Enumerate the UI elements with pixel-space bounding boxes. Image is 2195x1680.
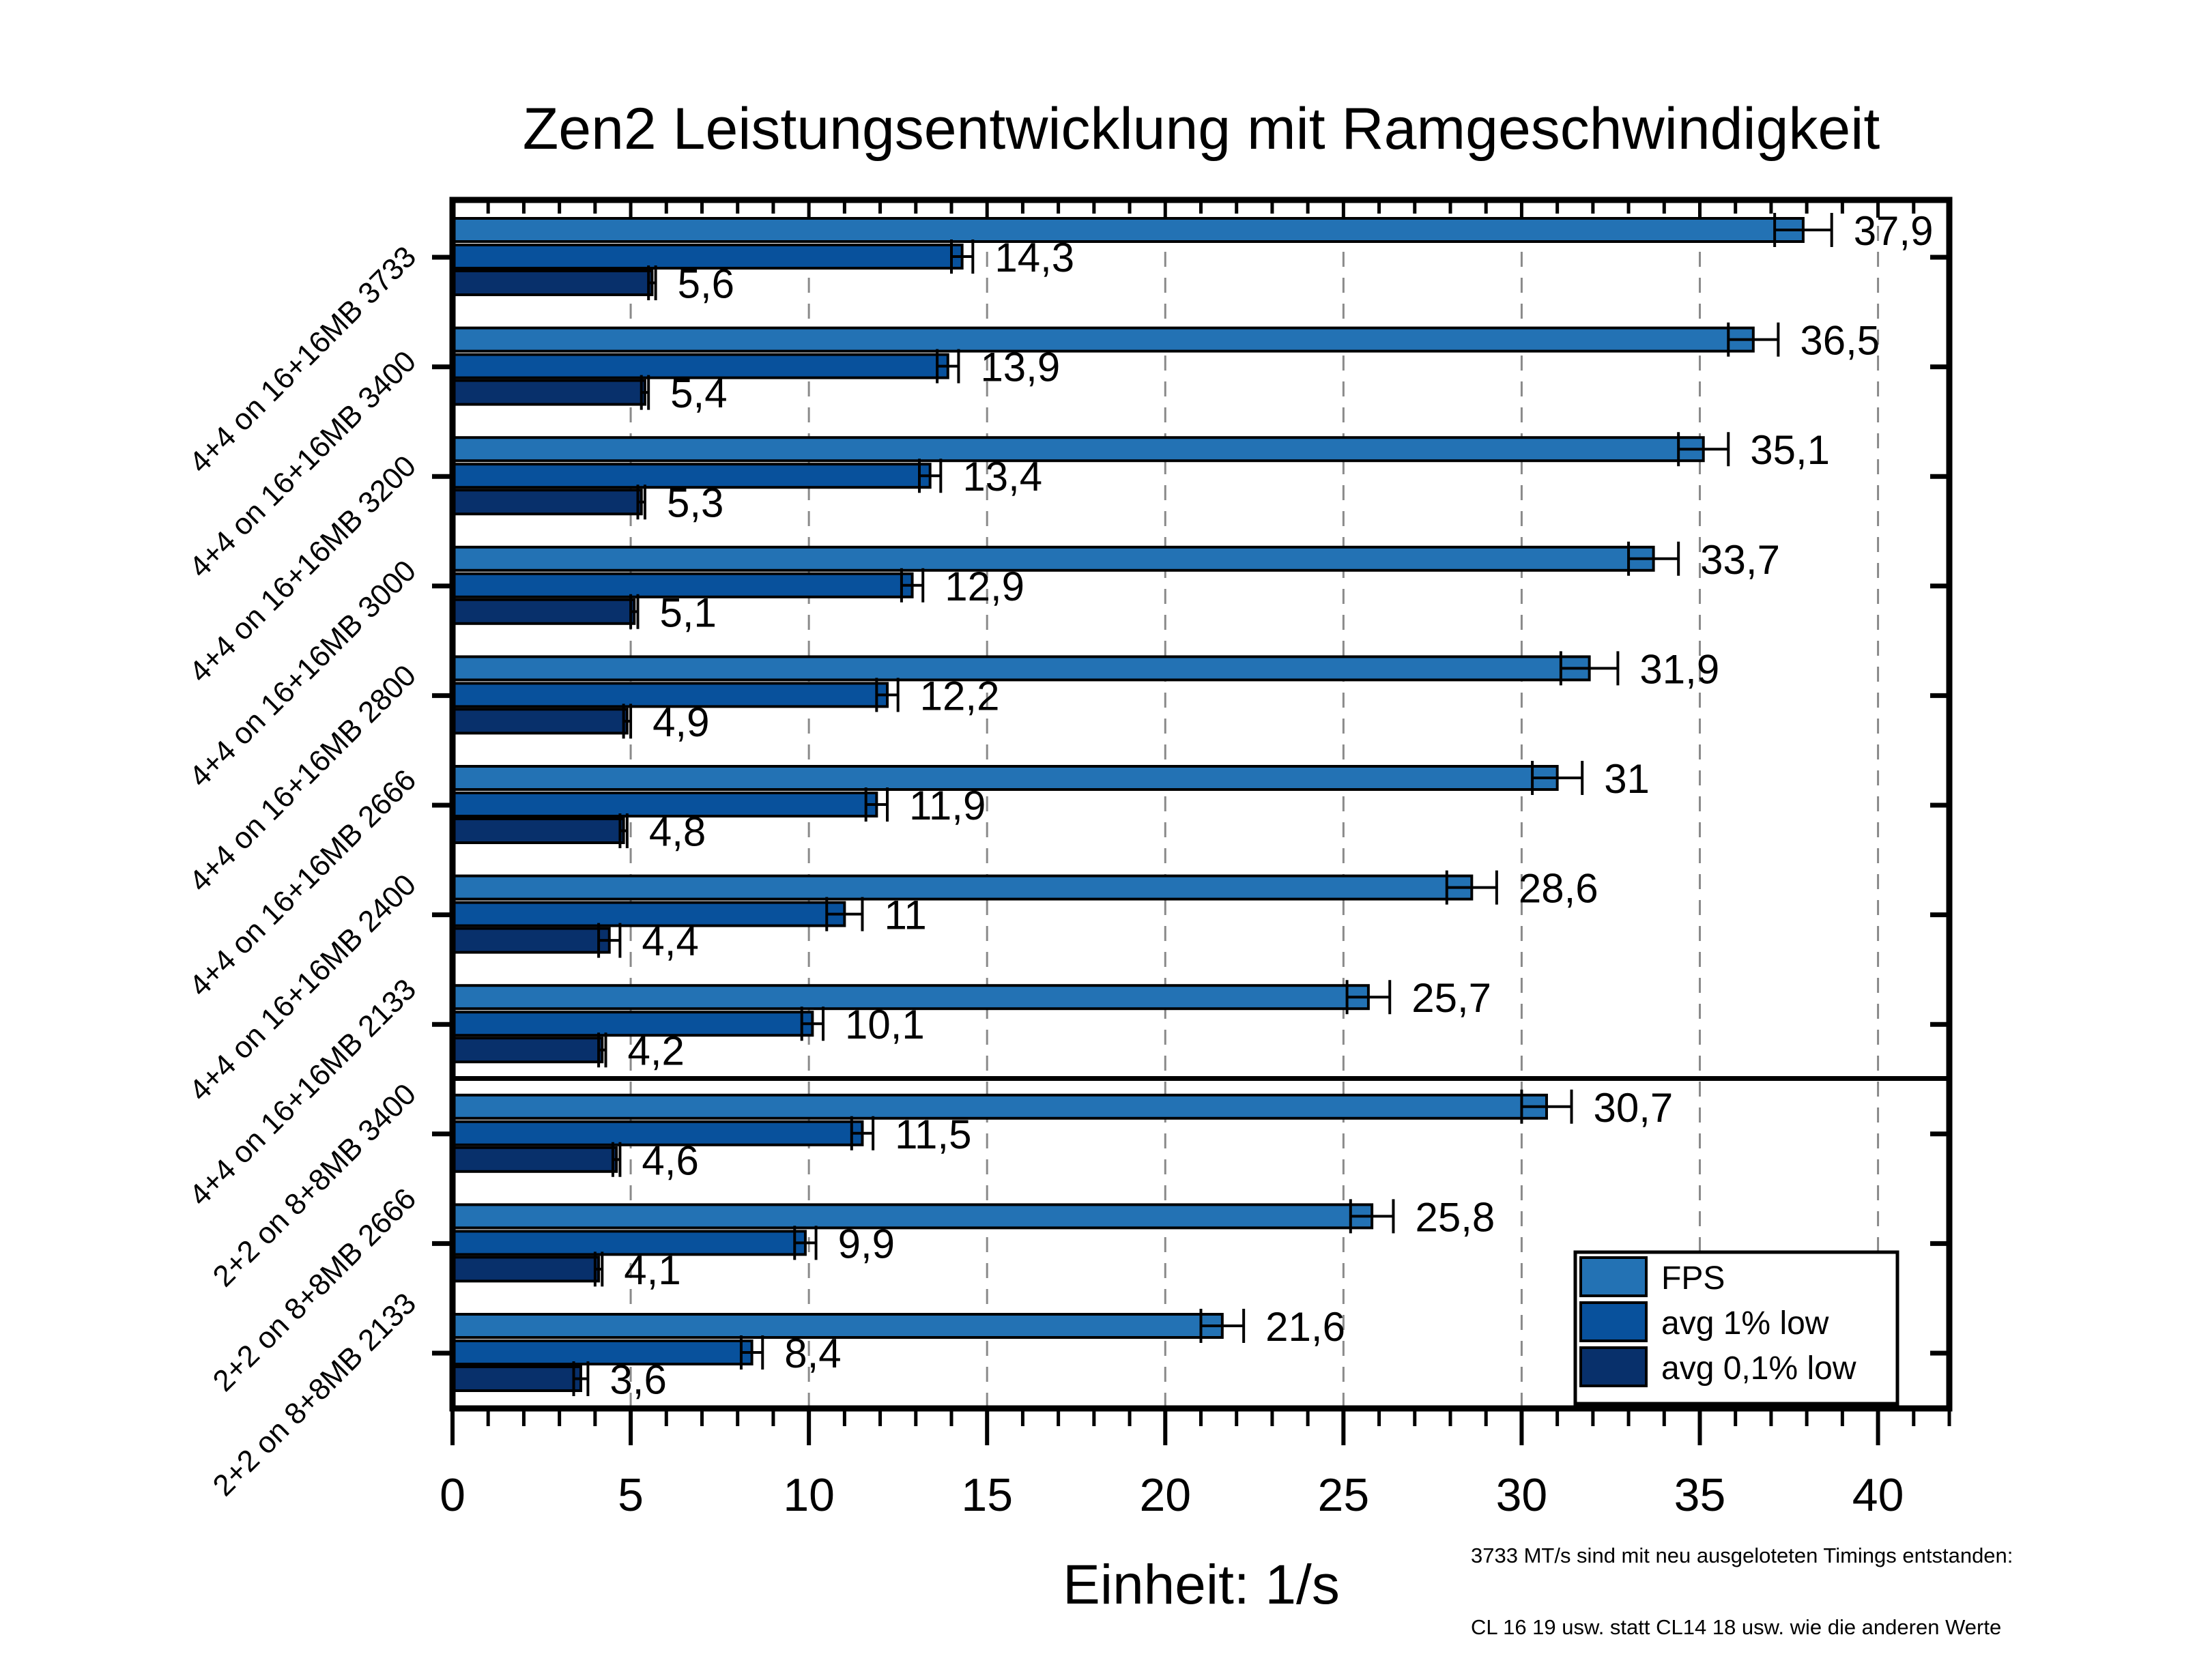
bar xyxy=(451,1037,604,1064)
bar xyxy=(451,326,1755,353)
data-label: 31 xyxy=(1604,756,1650,802)
bar xyxy=(451,927,611,954)
x-tick-label: 30 xyxy=(1496,1469,1548,1521)
bar xyxy=(451,874,1474,901)
bar xyxy=(451,270,654,296)
x-tick-label: 0 xyxy=(440,1469,465,1521)
annotation-line-1: 3733 MT/s sind mit neu ausgeloteten Timi… xyxy=(1471,1544,2013,1567)
data-label: 8,4 xyxy=(784,1331,841,1376)
bar xyxy=(451,1230,807,1256)
bar xyxy=(451,489,643,516)
axes: 0 5 10 15 20 25 30 35 40 xyxy=(432,197,1953,1521)
data-label: 13,4 xyxy=(962,454,1042,499)
bar xyxy=(451,436,1705,463)
data-label: 4,1 xyxy=(624,1247,680,1293)
data-label: 3,6 xyxy=(609,1357,666,1403)
data-label: 35,1 xyxy=(1750,427,1830,473)
bar xyxy=(451,1339,754,1365)
data-label: 28,6 xyxy=(1519,866,1598,912)
data-label: 30,7 xyxy=(1594,1085,1674,1131)
bar xyxy=(451,1256,601,1283)
data-label: 4,6 xyxy=(642,1138,698,1183)
legend-swatch xyxy=(1579,1346,1648,1387)
data-label: 31,9 xyxy=(1639,646,1719,692)
legend-swatch xyxy=(1579,1301,1648,1342)
bar xyxy=(451,217,1805,243)
x-tick-label: 20 xyxy=(1139,1469,1191,1521)
value-labels: 37,9 36,5 35,1 33,7 31,9 31 28,6 25,7 30,7 25,8 21… xyxy=(609,208,1933,1403)
bar xyxy=(451,545,1655,572)
x-tick-label: 10 xyxy=(783,1469,835,1521)
data-label: 5,4 xyxy=(670,371,727,416)
x-tick-label: 5 xyxy=(618,1469,644,1521)
bar xyxy=(451,817,625,844)
legend-label: avg 0,1% low xyxy=(1661,1350,1856,1387)
legend-label: FPS xyxy=(1661,1260,1725,1297)
data-label: 5,3 xyxy=(667,480,723,526)
data-label: 4,9 xyxy=(652,699,709,745)
x-tick-label: 35 xyxy=(1674,1469,1726,1521)
data-label: 12,2 xyxy=(920,673,1000,719)
data-label: 21,6 xyxy=(1265,1304,1345,1350)
annotation-line-2: CL 16 19 usw. statt CL14 18 usw. wie die… xyxy=(1471,1615,2001,1639)
bar xyxy=(451,655,1591,682)
legend-label: avg 1% low xyxy=(1661,1305,1829,1342)
bar xyxy=(451,708,629,735)
data-label: 9,9 xyxy=(838,1221,895,1266)
data-label: 13,9 xyxy=(980,345,1060,390)
data-label: 25,7 xyxy=(1411,975,1491,1021)
bar xyxy=(451,1313,1224,1339)
x-tick-label: 25 xyxy=(1318,1469,1370,1521)
bar xyxy=(451,1146,618,1173)
bar xyxy=(451,1093,1548,1120)
chart-title: Zen2 Leistungsentwicklung mit Ramgeschwi… xyxy=(523,96,1880,162)
bar xyxy=(451,765,1559,791)
data-label: 12,9 xyxy=(945,564,1024,609)
data-label: 11,9 xyxy=(909,783,986,828)
bar xyxy=(451,1365,582,1392)
bar xyxy=(451,379,646,406)
data-label: 25,8 xyxy=(1415,1194,1495,1240)
data-label: 10,1 xyxy=(845,1002,925,1047)
x-tick-label: 40 xyxy=(1852,1469,1904,1521)
x-tick-label: 15 xyxy=(961,1469,1013,1521)
data-label: 4,8 xyxy=(649,809,706,855)
x-axis-title: Einheit: 1/s xyxy=(1063,1554,1340,1616)
data-label: 11 xyxy=(884,893,926,938)
legend: FPS avg 1% low avg 0,1% low xyxy=(1573,1250,1899,1406)
data-label: 37,9 xyxy=(1854,208,1934,254)
bar xyxy=(451,792,878,817)
bars xyxy=(451,213,1833,1396)
data-label: 11,5 xyxy=(895,1112,971,1157)
data-label: 36,5 xyxy=(1800,318,1880,364)
data-label: 33,7 xyxy=(1700,537,1780,583)
data-label: 14,3 xyxy=(994,235,1074,280)
data-label: 4,2 xyxy=(628,1028,685,1074)
bar xyxy=(451,598,636,625)
data-label: 4,4 xyxy=(642,918,698,964)
legend-swatch xyxy=(1579,1256,1648,1297)
bar xyxy=(451,353,949,379)
data-label: 5,6 xyxy=(678,261,734,307)
data-label: 5,1 xyxy=(660,590,717,635)
bar xyxy=(451,1203,1374,1230)
